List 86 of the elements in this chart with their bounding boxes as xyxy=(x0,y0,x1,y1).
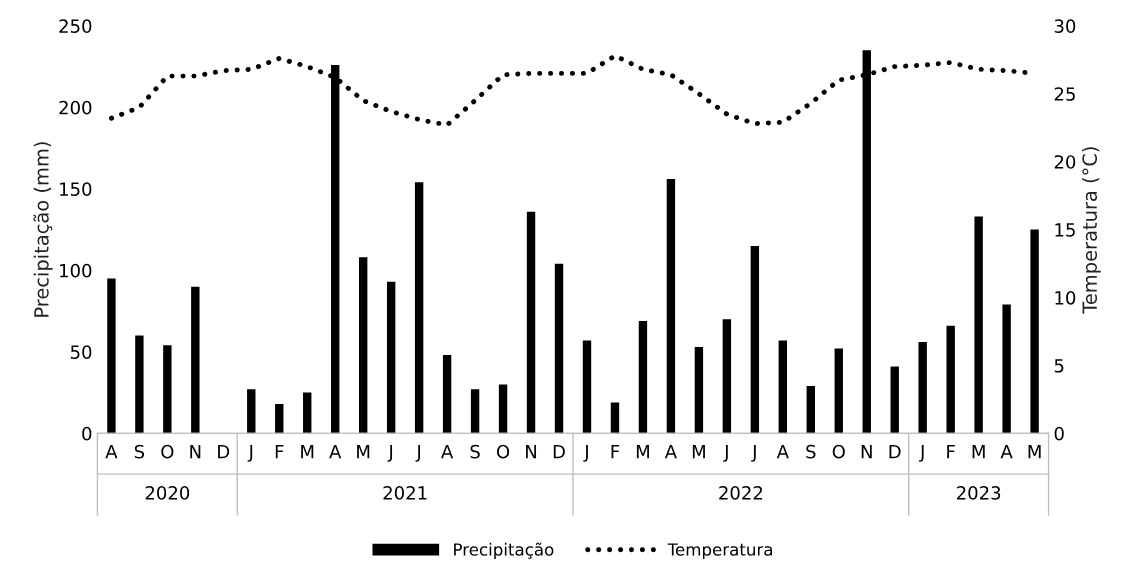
y-tick-label: 200 xyxy=(59,100,92,115)
text: 2020 xyxy=(145,486,190,500)
x-tick-label: A xyxy=(1000,445,1013,459)
bar xyxy=(191,286,200,434)
y2-tick-label: 0 xyxy=(1054,426,1064,441)
x-tick-label: J xyxy=(919,445,924,462)
y2-axis-title: Temperatura (°C) xyxy=(1082,147,1101,314)
bar xyxy=(135,335,144,434)
x-tick-label: J xyxy=(723,445,728,462)
bar xyxy=(834,348,843,434)
text: 2022 xyxy=(719,486,763,500)
bar xyxy=(1030,229,1039,434)
x-tick-label: N xyxy=(861,445,872,459)
legend-label: Precipitação xyxy=(454,542,554,559)
x-tick-label: A xyxy=(329,445,342,459)
y2-tick-label: 25 xyxy=(1054,87,1075,101)
x-tick-label: M xyxy=(972,445,985,459)
x-tick-label: M xyxy=(301,445,314,459)
bar xyxy=(750,245,760,434)
x-tick-label: J xyxy=(387,445,393,462)
bar xyxy=(778,340,788,434)
x-tick-label: N xyxy=(190,445,201,459)
x-tick-label: F xyxy=(275,445,284,459)
text: 2023 xyxy=(957,486,1001,500)
bar xyxy=(107,278,116,434)
x-tick-label: O xyxy=(496,444,510,459)
bar xyxy=(806,386,815,434)
x-tick-label: M xyxy=(692,445,705,459)
bar xyxy=(470,389,480,434)
y-tick-label: 250 xyxy=(59,19,92,33)
bar xyxy=(946,325,955,434)
bar xyxy=(1002,304,1011,434)
x-tick-label: O xyxy=(832,444,845,459)
y-tick-label: 150 xyxy=(60,182,92,196)
bar xyxy=(526,211,536,434)
y2-tick-label: 15 xyxy=(1055,223,1075,237)
bar xyxy=(694,346,704,434)
x-tick-label: J xyxy=(751,445,756,462)
x-tick-label: A xyxy=(776,445,789,459)
x-tick-label: S xyxy=(806,444,816,459)
x-tick-label: D xyxy=(218,445,230,459)
x-tick-label: M xyxy=(357,445,370,459)
x-tick-label: S xyxy=(134,444,145,459)
x-tick-label: N xyxy=(526,445,537,459)
x-tick-label: F xyxy=(611,445,620,459)
bar xyxy=(247,389,256,434)
x-tick-label: J xyxy=(583,445,588,462)
bar xyxy=(554,263,564,434)
y-tick-label: 0 xyxy=(82,426,92,441)
bar xyxy=(358,257,368,434)
y-tick-label: 50 xyxy=(70,345,92,359)
x-tick-label: D xyxy=(889,445,901,459)
bar xyxy=(275,404,284,434)
text: 2021 xyxy=(383,486,427,500)
bar xyxy=(610,402,620,434)
x-tick-label: M xyxy=(636,445,649,459)
bar xyxy=(582,340,592,434)
bar xyxy=(498,384,508,434)
x-tick-label: A xyxy=(105,445,118,459)
legend-label: Temperatura xyxy=(667,543,773,559)
y2-tick-label: 5 xyxy=(1054,359,1064,373)
y-axis-title: Precipitação (mm) xyxy=(33,142,53,317)
bar xyxy=(666,179,676,434)
x-tick-label: O xyxy=(161,444,174,459)
x-tick-label: S xyxy=(470,444,480,459)
x-tick-label: F xyxy=(947,445,955,459)
bar xyxy=(974,216,983,434)
x-tick-label: D xyxy=(553,445,565,459)
bar xyxy=(386,281,396,434)
bar xyxy=(163,345,172,434)
bar xyxy=(722,319,732,434)
y2-tick-label: 30 xyxy=(1054,19,1076,33)
y-tick-label: 100 xyxy=(60,263,92,278)
bar xyxy=(918,342,927,434)
bar xyxy=(890,366,899,434)
bar xyxy=(303,392,312,434)
x-tick-label: J xyxy=(415,445,421,462)
bar xyxy=(414,182,424,434)
bar xyxy=(442,355,452,434)
x-tick-label: M xyxy=(1028,445,1041,459)
x-tick-label: J xyxy=(247,445,253,462)
y2-tick-label: 20 xyxy=(1054,155,1076,169)
y2-tick-label: 10 xyxy=(1055,290,1076,305)
x-tick-label: A xyxy=(664,445,677,459)
bar xyxy=(638,320,648,434)
x-tick-label: A xyxy=(441,445,454,459)
